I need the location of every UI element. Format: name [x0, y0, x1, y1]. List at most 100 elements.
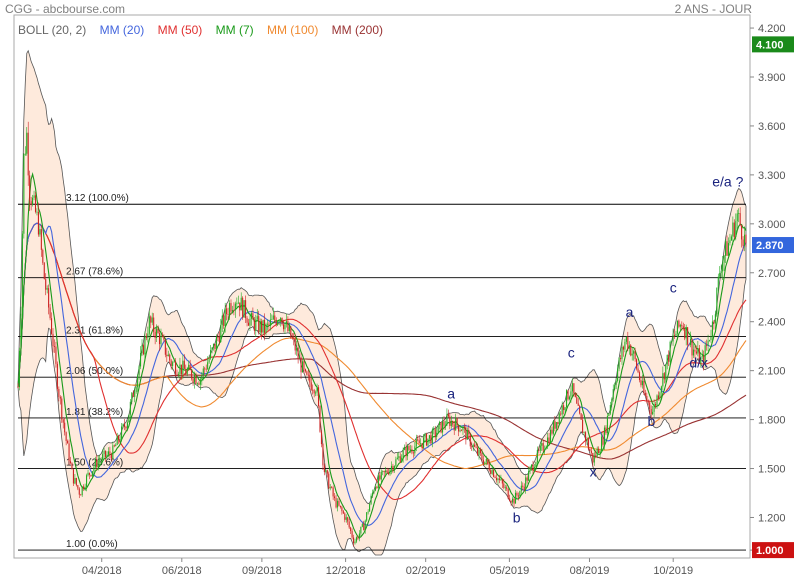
candle-body [736, 213, 738, 222]
candle-body [42, 249, 44, 263]
candle-body [574, 393, 576, 398]
candle-body [363, 523, 365, 531]
candle-body [609, 405, 611, 414]
candle-body [77, 485, 79, 489]
candle-body [729, 240, 731, 244]
candle-body [490, 470, 492, 474]
candle-body [326, 470, 328, 474]
candle-body [611, 399, 613, 406]
candle-body [118, 435, 120, 441]
candle-body [450, 421, 452, 427]
candle-body [268, 323, 270, 325]
candle-body [580, 413, 582, 420]
candle-body [472, 444, 474, 448]
candle-body [49, 307, 51, 319]
candle-body [287, 321, 289, 332]
candle-body [428, 435, 430, 439]
candle-body [700, 356, 702, 364]
candle-body [175, 361, 177, 374]
candle-body [315, 392, 317, 394]
candle-body [32, 197, 34, 205]
candle-body [280, 317, 282, 322]
candle-body [385, 470, 387, 473]
candle-body [685, 327, 687, 339]
candle-body [329, 486, 331, 489]
candle-body [277, 321, 279, 325]
candle-body [23, 154, 25, 234]
candle-body [91, 471, 93, 477]
candle-body [156, 328, 158, 339]
candle-body [303, 361, 305, 370]
wave-label: b [647, 413, 655, 429]
candle-body [353, 537, 355, 544]
candle-body [638, 372, 641, 381]
candle-body [684, 328, 686, 339]
candle-body [380, 471, 382, 480]
y-axis: 4.200 3.900 3.600 3.300 3.000 2.700 2.400 2.100… [750, 23, 786, 557]
candle-body [172, 362, 174, 367]
candle-body [420, 443, 422, 445]
candle-body [290, 326, 292, 338]
candle-body [501, 479, 503, 484]
candle-body [625, 336, 627, 342]
candle-body [717, 276, 719, 288]
candle-body [398, 456, 400, 458]
candle-body [563, 405, 565, 411]
candle-body [417, 439, 419, 441]
candle-body [582, 419, 584, 433]
candle-body [617, 368, 619, 381]
candle-body [148, 316, 150, 334]
candle-body [536, 449, 538, 463]
candle-body [106, 454, 108, 457]
fibonacci-label: 1.81 (38.2%) [66, 407, 123, 418]
candle-body [141, 345, 143, 353]
candle-body [409, 449, 411, 451]
candle-body [592, 452, 594, 463]
candle-body [97, 460, 99, 468]
candle-body [676, 320, 678, 334]
candle-body [138, 366, 140, 376]
candle-body [679, 324, 681, 327]
candle-body [526, 477, 528, 481]
candle-body [396, 457, 398, 460]
candle-body [681, 324, 683, 327]
candle-body [163, 336, 165, 340]
candle-body [434, 429, 436, 437]
candle-body [418, 440, 420, 444]
candle-body [714, 314, 716, 324]
legend-boll: BOLL (20, 2) [18, 23, 87, 37]
candle-body [739, 213, 741, 226]
candle-body [643, 380, 645, 393]
candle-body [742, 239, 744, 246]
candle-body [634, 351, 636, 360]
candle-body [161, 335, 163, 337]
candle-body [84, 486, 86, 490]
candle-body [271, 319, 273, 320]
chart-period-label: 2 ANS - JOUR [674, 2, 752, 16]
candle-body [405, 446, 407, 457]
price-badge-label: 1.000 [756, 545, 784, 557]
candle-body [45, 279, 47, 290]
candle-body [243, 300, 245, 318]
candle-body [259, 321, 261, 333]
candle-body [316, 387, 318, 393]
candle-body [504, 487, 506, 489]
candle-body [481, 453, 483, 460]
candle-body [477, 447, 479, 455]
y-tick-label: 4.200 [758, 23, 786, 35]
candle-body [544, 449, 546, 451]
candle-body [678, 320, 680, 327]
candle-body [192, 378, 194, 383]
candle-body [310, 382, 312, 390]
candle-body [627, 336, 629, 349]
candle-body [561, 405, 563, 415]
candle-body [297, 347, 299, 359]
candle-body [602, 436, 604, 445]
candle-body [656, 395, 658, 406]
candle-body [653, 404, 655, 412]
candle-body [210, 350, 212, 359]
candle-body [506, 487, 508, 489]
candle-body [425, 434, 428, 446]
candle-body [376, 486, 378, 488]
candle-body [703, 355, 705, 365]
